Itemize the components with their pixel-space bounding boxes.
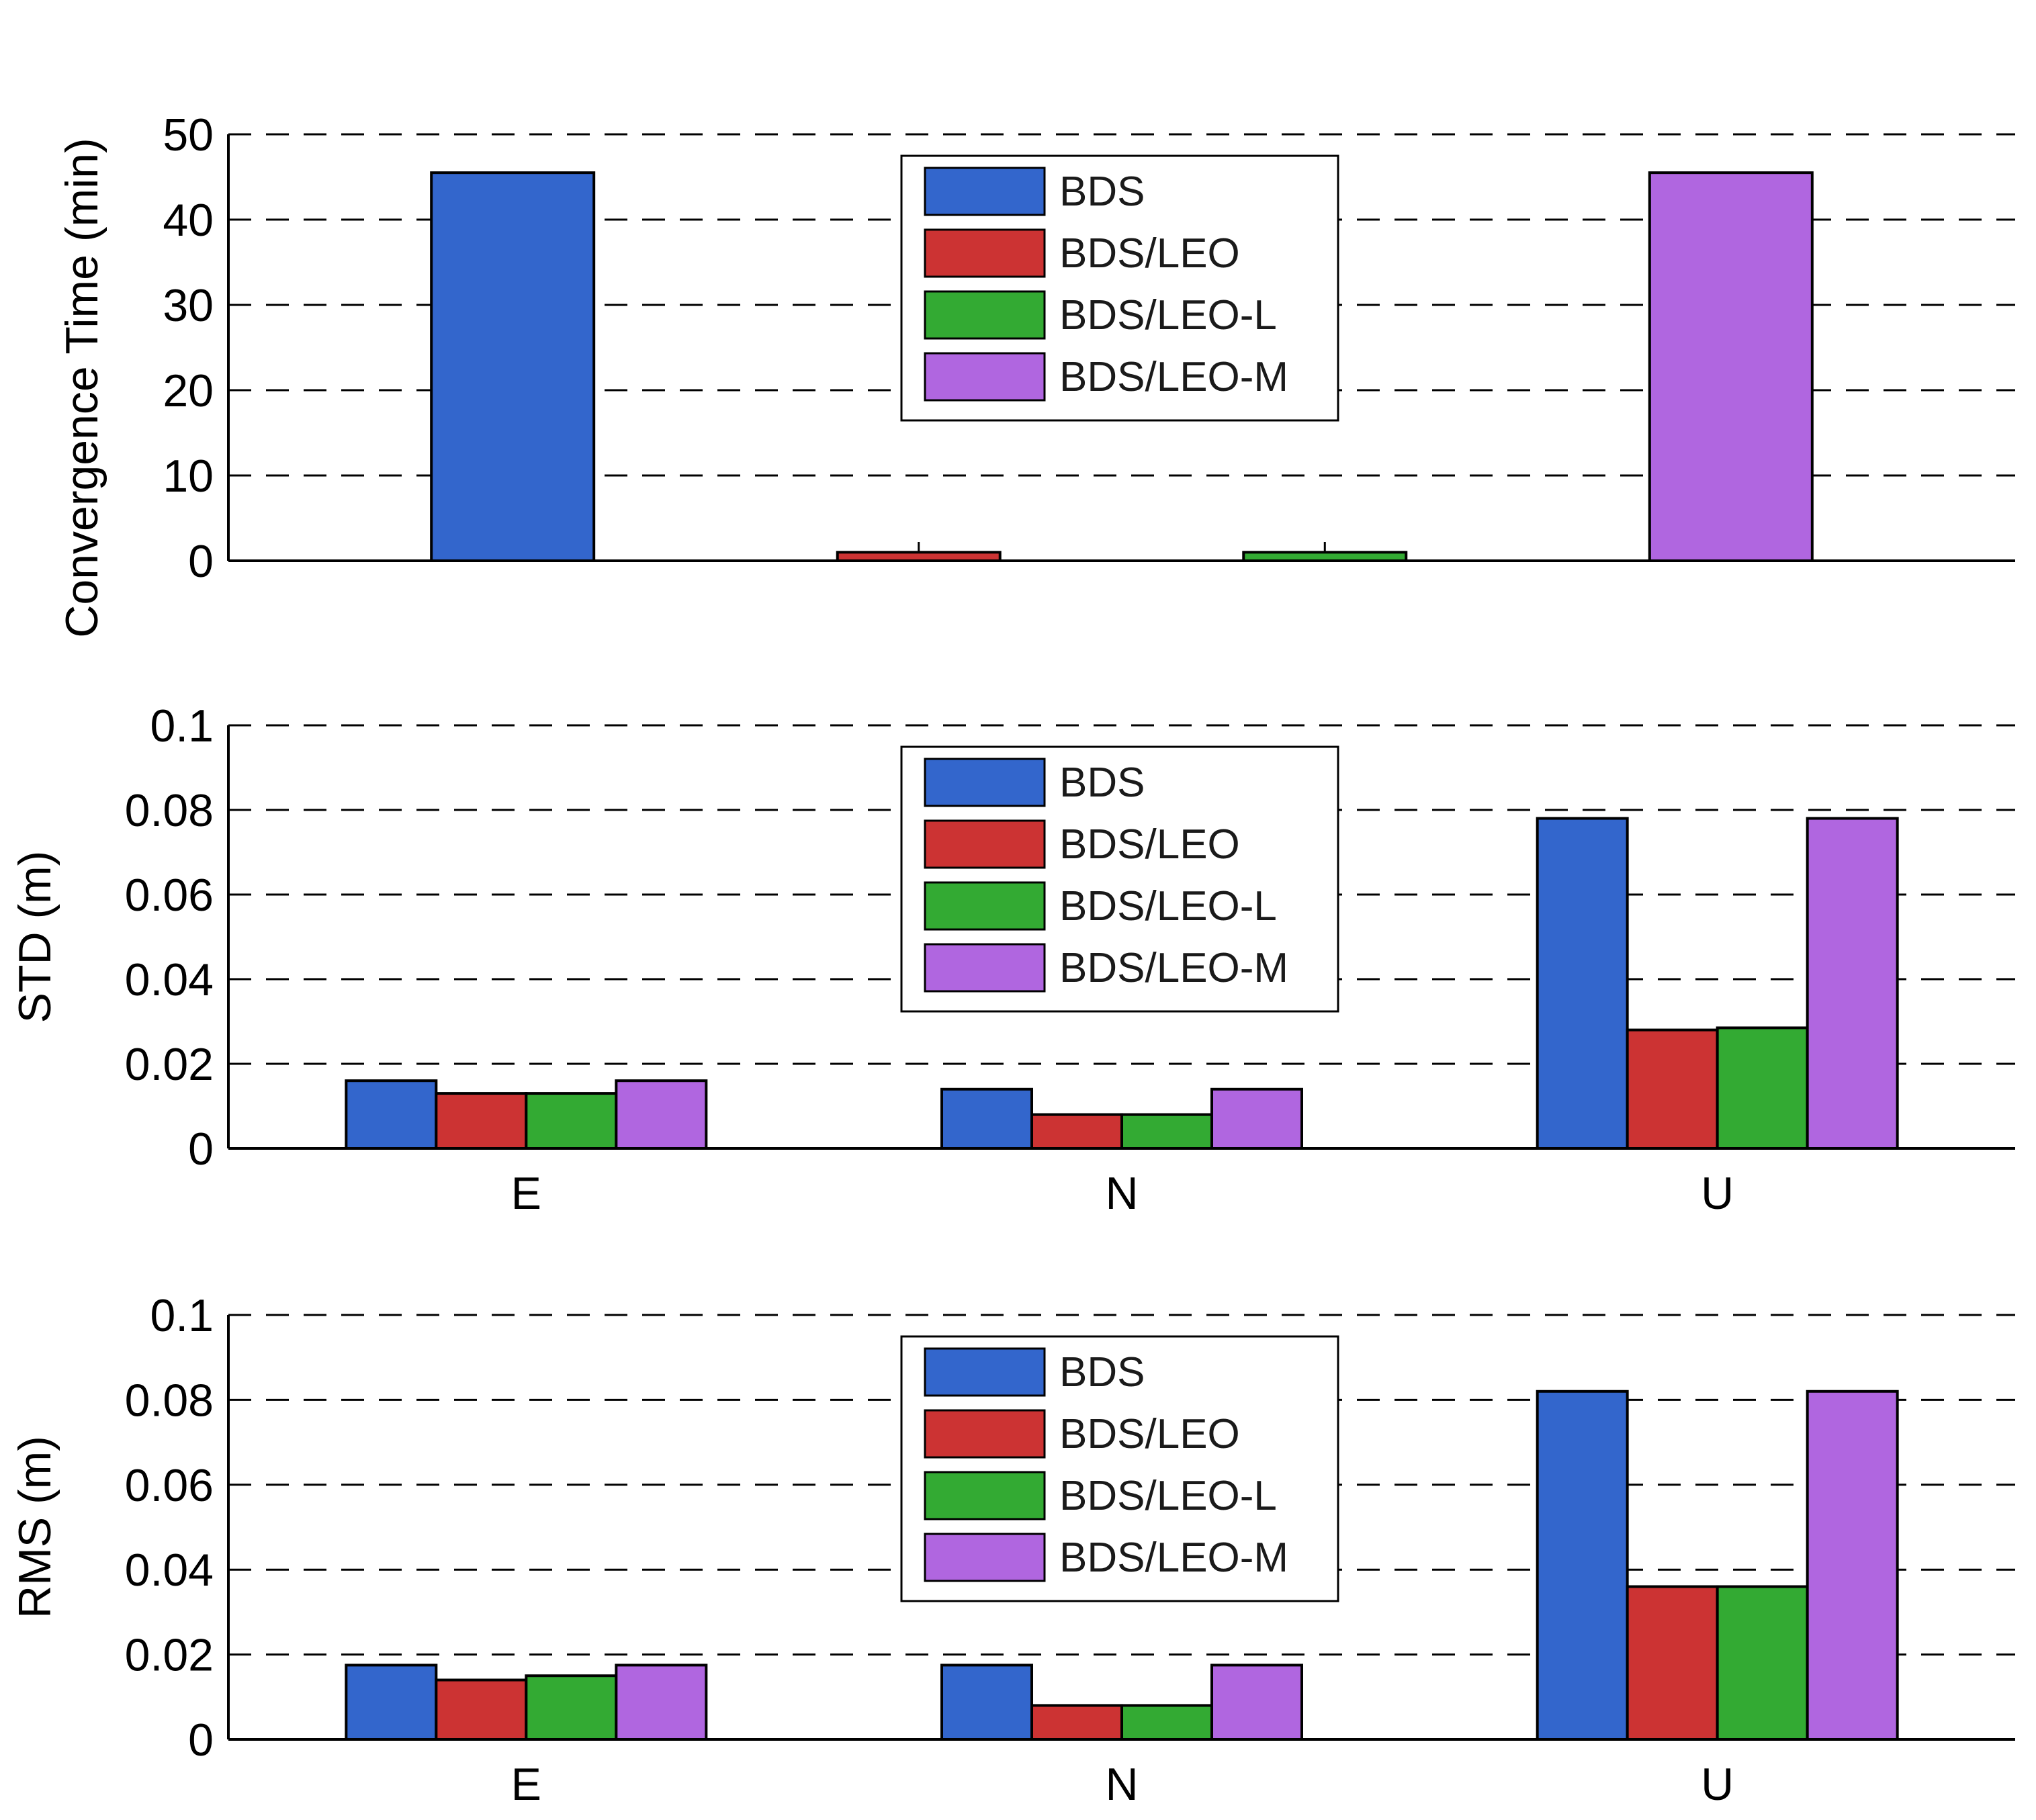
bar-n-bds (940, 1087, 1033, 1150)
bar-e-bds (345, 1079, 438, 1150)
bar-e-bds-leo (435, 1678, 528, 1741)
y-tick-label: 0.02 (125, 1039, 214, 1090)
bar-u-bds-leo-l (1716, 1026, 1809, 1150)
x-category-label: N (1105, 1759, 1138, 1810)
legend-swatch (924, 1409, 1046, 1459)
bar-u-bds (1536, 817, 1629, 1150)
bar-n-bds-leo (1030, 1704, 1123, 1741)
y-tick-label: 0.08 (125, 785, 214, 836)
bar-e-bds-leo-l (525, 1674, 618, 1741)
legend: BDS BDS/LEO BDS/LEO-L BDS/LEO-M (900, 1335, 1339, 1602)
legend-label: BDS/LEO-M (1059, 1535, 1288, 1581)
x-category-label: U (1701, 1759, 1734, 1810)
legend-label: BDS/LEO-M (1059, 945, 1288, 991)
chart-panel-1: 0 10 20 30 40 50 Convergence Time (min) BDS BDS/… (56, 109, 2015, 638)
legend-label: BDS/LEO-L (1059, 292, 1277, 338)
y-tick-label: 0.1 (150, 1290, 214, 1341)
legend-swatch (924, 881, 1046, 931)
y-tick-label: 0.02 (125, 1630, 214, 1681)
bar-n-bds-leo-m (1210, 1664, 1303, 1741)
bar-e-bds-leo (435, 1092, 528, 1150)
legend-label: BDS/LEO-M (1059, 354, 1288, 400)
bar-n-bds (940, 1664, 1033, 1741)
legend: BDS BDS/LEO BDS/LEO-L BDS/LEO-M (900, 154, 1339, 422)
bar-n-bds-leo (1030, 1113, 1123, 1150)
legend-swatch (924, 167, 1046, 216)
bar-e-bds-leo-l (525, 1092, 618, 1150)
bar-e-bds-leo-m (615, 1664, 708, 1741)
bar-u-bds (1536, 1390, 1629, 1741)
legend-swatch (924, 290, 1046, 340)
y-tick-label: 0.06 (125, 870, 214, 921)
y-tick-label: 40 (163, 195, 214, 246)
legend-label: BDS/LEO (1059, 230, 1240, 277)
y-tick-label: 10 (163, 451, 214, 502)
x-category-label: E (511, 1759, 541, 1810)
y-tick-label: 50 (163, 109, 214, 161)
y-axis-title: Convergence Time (min) (56, 138, 107, 637)
bar-n-bds-leo-m (1210, 1087, 1303, 1150)
bar-u-bds-leo-l (1716, 1585, 1809, 1741)
bar-bds-leo-m (1648, 171, 1814, 562)
y-tick-label: 0 (188, 1124, 214, 1175)
legend-swatch (924, 1471, 1046, 1520)
legend: BDS BDS/LEO BDS/LEO-L BDS/LEO-M (900, 745, 1339, 1013)
x-category-label: N (1105, 1168, 1138, 1219)
bar-u-bds-leo-m (1806, 1390, 1899, 1741)
legend-label: BDS/LEO-L (1059, 1473, 1277, 1519)
y-tick-label: 0.04 (125, 954, 214, 1005)
bar-bds-leo-l (1242, 551, 1408, 562)
y-tick-label: 20 (163, 365, 214, 416)
x-category-label: U (1701, 1168, 1734, 1219)
bar-e-bds (345, 1664, 438, 1741)
legend-swatch (924, 819, 1046, 869)
y-tick-label: 0.08 (125, 1375, 214, 1426)
y-tick-label: 0.04 (125, 1545, 214, 1596)
bar-n-bds-leo-l (1120, 1113, 1213, 1150)
y-axis-title: STD (m) (9, 851, 60, 1023)
legend-label: BDS/LEO (1059, 821, 1240, 868)
legend-swatch (924, 758, 1046, 807)
y-axis-title: RMS (m) (9, 1436, 60, 1619)
bar-e-bds-leo-m (615, 1079, 708, 1150)
bar-n-bds-leo-l (1120, 1704, 1213, 1741)
legend-swatch (924, 943, 1046, 993)
legend-swatch (924, 228, 1046, 278)
bar-u-bds-leo (1626, 1028, 1719, 1150)
legend-label: BDS/LEO-L (1059, 883, 1277, 929)
x-category-label: E (511, 1168, 541, 1219)
y-tick-label: 0.1 (150, 700, 214, 752)
legend-swatch (924, 352, 1046, 402)
y-tick-label: 0 (188, 1715, 214, 1766)
legend-label: BDS (1059, 760, 1145, 806)
bar-u-bds-leo-m (1806, 817, 1899, 1150)
y-tick-label: 30 (163, 280, 214, 331)
y-tick-label: 0 (188, 536, 214, 587)
chart-panel-2: 0 0.02 0.04 0.06 0.08 0.1 STD (m) E N U BDS BDS/LEO… (9, 700, 2015, 1219)
legend-label: BDS (1059, 1349, 1145, 1396)
legend-label: BDS/LEO (1059, 1411, 1240, 1457)
chart-panel-3: 0 0.02 0.04 0.06 0.08 0.1 RMS (m) E N U BDS BDS/LEO… (9, 1290, 2015, 1810)
bar-bds (430, 171, 596, 562)
legend-label: BDS (1059, 169, 1145, 215)
y-tick-label: 0.06 (125, 1460, 214, 1511)
legend-swatch (924, 1533, 1046, 1582)
bar-u-bds-leo (1626, 1585, 1719, 1741)
legend-swatch (924, 1347, 1046, 1397)
bar-bds-leo (836, 551, 1002, 562)
